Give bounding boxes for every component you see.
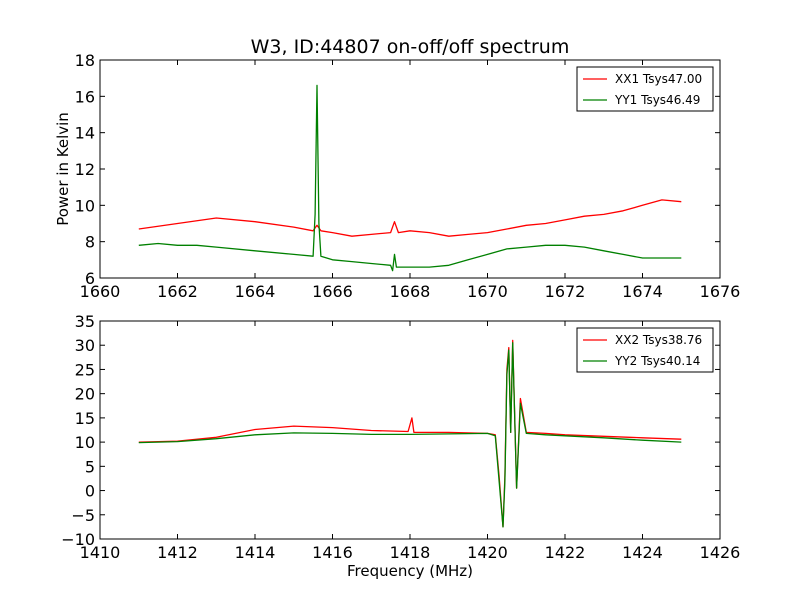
legend-box — [576, 327, 714, 373]
y-tick-label: −10 — [61, 530, 95, 549]
legend-entry-label: YY2 Tsys40.14 — [614, 354, 700, 368]
y-tick-label: −5 — [71, 506, 95, 525]
y-tick-label: 35 — [75, 312, 95, 331]
legend-entry-label: YY1 Tsys46.49 — [614, 93, 700, 107]
x-tick-label: 1666 — [312, 282, 353, 301]
y-tick-label: 8 — [85, 233, 95, 252]
y-axis-label: Power in Kelvin — [54, 112, 72, 226]
x-tick-label: 1414 — [235, 543, 276, 562]
x-tick-label: 1676 — [700, 282, 741, 301]
y-tick-label: 25 — [75, 360, 95, 379]
x-tick-label: 1410 — [80, 543, 121, 562]
y-tick-label: 0 — [85, 482, 95, 501]
legend: XX1 Tsys47.00 YY1 Tsys46.49 — [576, 66, 714, 112]
x-tick-label: 1662 — [157, 282, 198, 301]
series-line-1-1 — [138, 342, 682, 528]
x-tick-label: 1412 — [157, 543, 198, 562]
x-tick-label: 1416 — [312, 543, 353, 562]
legend-entry-label: XX1 Tsys47.00 — [615, 72, 702, 86]
bottom-panel: 1410 1412 1414 1416 1418 1420 1422 1424 1426 −10 −… — [61, 312, 740, 562]
chart-title: W3, ID:44807 on-off/off spectrum — [251, 36, 570, 58]
y-tick-label: 10 — [75, 433, 95, 452]
y-tick-label: 18 — [75, 51, 95, 70]
y-tick-label: 5 — [85, 457, 95, 476]
x-tick-label: 1664 — [235, 282, 276, 301]
x-axis-label: Frequency (MHz) — [347, 562, 473, 580]
y-tick-label: 10 — [75, 196, 95, 215]
x-tick-label: 1420 — [467, 543, 508, 562]
x-tick-label: 1672 — [545, 282, 586, 301]
y-tick-label: 12 — [75, 160, 95, 179]
series-line-0-0 — [138, 199, 682, 237]
x-tick-label: 1668 — [390, 282, 431, 301]
y-tick-label: 14 — [75, 124, 95, 143]
top-panel: 1660 1662 1664 1666 1668 1670 1672 1674 1676 6 8 10… — [75, 51, 741, 301]
x-tick-label: 1426 — [700, 543, 741, 562]
x-tick-label: 1660 — [80, 282, 121, 301]
legend: XX2 Tsys38.76 YY2 Tsys40.14 — [576, 327, 714, 373]
legend-entry-label: XX2 Tsys38.76 — [615, 333, 702, 347]
x-tick-label: 1422 — [545, 543, 586, 562]
y-tick-label: 30 — [75, 336, 95, 355]
series-line-0-1 — [138, 84, 682, 272]
x-tick-label: 1418 — [390, 543, 431, 562]
y-tick-label: 6 — [85, 269, 95, 288]
y-tick-label: 20 — [75, 385, 95, 404]
x-tick-label: 1674 — [622, 282, 663, 301]
y-tick-label: 15 — [75, 409, 95, 428]
x-tick-label: 1424 — [622, 543, 663, 562]
x-tick-label: 1670 — [467, 282, 508, 301]
y-tick-label: 16 — [75, 87, 95, 106]
legend-box — [576, 66, 714, 112]
